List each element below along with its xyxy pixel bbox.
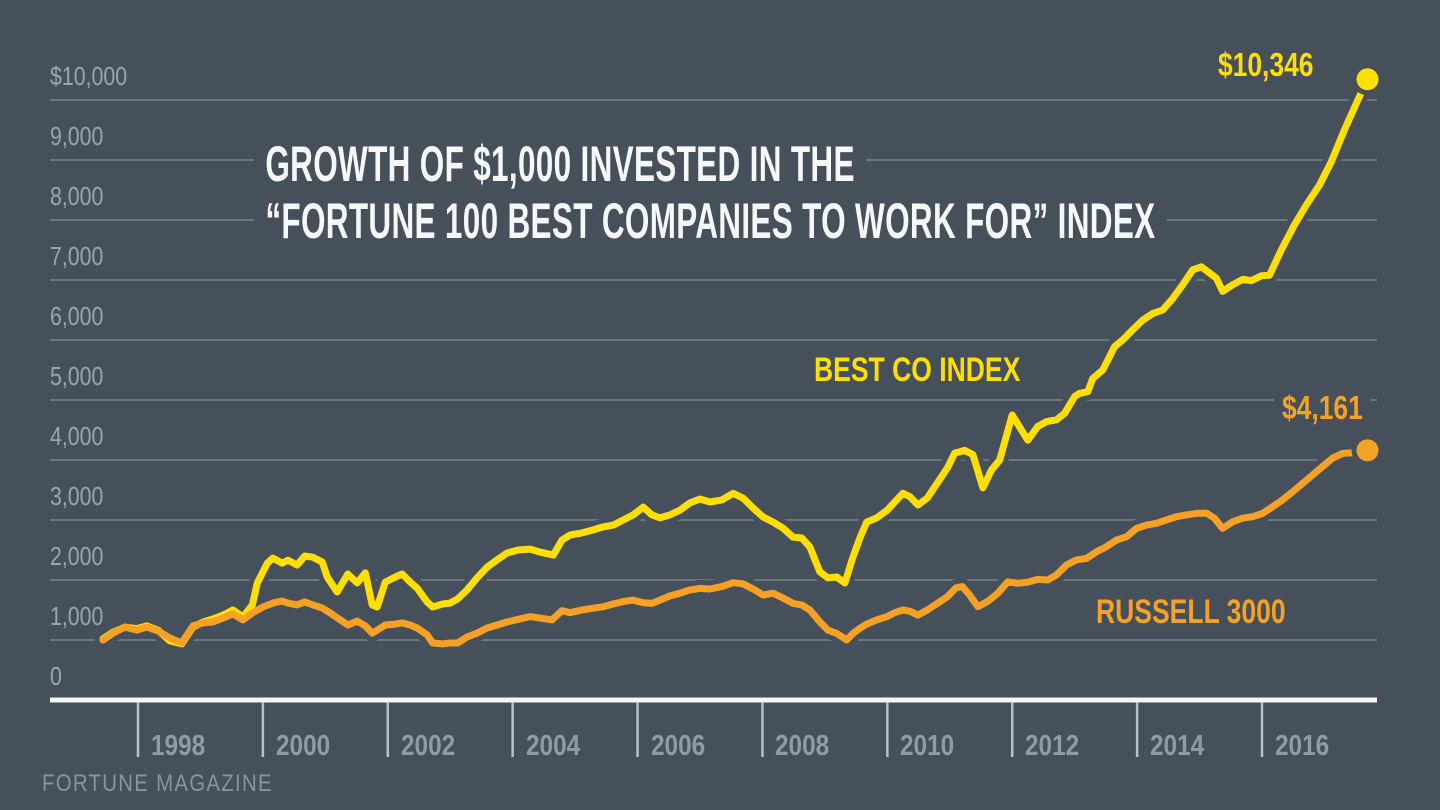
x-tick-label-text: 2010 (900, 730, 955, 762)
y-tick-label-0: 0 (50, 663, 64, 689)
y-tick-label-text: 8,000 (50, 181, 104, 211)
chart-title: GROWTH OF $1,000 INVESTED IN THE “FORTUN… (254, 136, 1440, 250)
x-tick-label-2004: 2004 (525, 730, 591, 762)
y-tick-label-7000: 7,000 (50, 243, 115, 269)
y-tick-label-text: 6,000 (50, 301, 104, 331)
y-tick-label-text: 7,000 (50, 241, 104, 271)
y-tick-label-10000: $10,000 (50, 63, 144, 89)
legend-best-co-index: BEST CO INDEX (814, 351, 1021, 389)
y-tick-label-9000: 9,000 (50, 123, 115, 149)
x-tick-label-text: 2014 (1150, 730, 1205, 762)
x-tick-label-2000: 2000 (275, 730, 341, 762)
y-tick-label-text: 9,000 (50, 121, 104, 151)
y-tick-label-4000: 4,000 (50, 423, 115, 449)
x-tick-label-text: 2012 (1025, 730, 1080, 762)
y-tick-label-5000: 5,000 (50, 363, 115, 389)
x-tick-label-text: 2000 (275, 730, 331, 762)
chart-title-line1: GROWTH OF $1,000 INVESTED IN THE (254, 136, 867, 193)
y-tick-label-8000: 8,000 (50, 183, 115, 209)
y-tick-label-1000: 1,000 (50, 603, 115, 629)
legend-russell-3000: RUSSELL 3000 (1096, 593, 1286, 631)
y-tick-label-text: $10,000 (50, 61, 128, 91)
end-dot-russell (1356, 439, 1379, 462)
end-value-label-russell: $4,161 (1274, 389, 1395, 426)
y-tick-label-text: 1,000 (50, 601, 104, 631)
x-tick-label-text: 2004 (525, 730, 580, 762)
series-line-russell (99, 446, 1371, 648)
y-tick-label-text: 3,000 (50, 481, 104, 511)
end-dot-best-co (1356, 68, 1379, 91)
x-tick-label-2006: 2006 (650, 730, 716, 762)
end-value-label-best-co: $10,346 (1210, 46, 1349, 83)
series-line-best-co (99, 75, 1371, 648)
y-tick-label-2000: 2,000 (50, 543, 115, 569)
chart-title-line2: “FORTUNE 100 BEST COMPANIES TO WORK FOR”… (254, 193, 1167, 250)
x-tick-label-2010: 2010 (900, 730, 965, 762)
chart-title-row2: “FORTUNE 100 BEST COMPANIES TO WORK FOR”… (254, 193, 1440, 250)
x-tick-label-text: 2008 (775, 730, 830, 762)
x-tick-label-text: 2006 (650, 730, 705, 762)
y-tick-label-6000: 6,000 (50, 303, 115, 329)
chart-title-row1: GROWTH OF $1,000 INVESTED IN THE (254, 136, 1440, 193)
x-tick-label-text: 2002 (400, 730, 455, 762)
source-credit: FORTUNE MAGAZINE (42, 770, 273, 797)
x-tick-label-text: 2016 (1274, 730, 1330, 762)
x-tick-label-2014: 2014 (1150, 730, 1215, 762)
x-tick-label-2016: 2016 (1274, 730, 1340, 762)
y-tick-label-text: 4,000 (50, 421, 104, 451)
x-tick-label-2002: 2002 (400, 730, 466, 762)
x-tick-label-1998: 1998 (151, 730, 216, 762)
y-tick-label-3000: 3,000 (50, 483, 115, 509)
x-tick-label-2012: 2012 (1025, 730, 1090, 762)
x-tick-label-text: 1998 (151, 730, 206, 762)
x-tick-label-2008: 2008 (775, 730, 840, 762)
y-tick-label-text: 2,000 (50, 541, 104, 571)
y-tick-label-text: 5,000 (50, 361, 104, 391)
y-tick-label-text: 0 (50, 661, 62, 691)
